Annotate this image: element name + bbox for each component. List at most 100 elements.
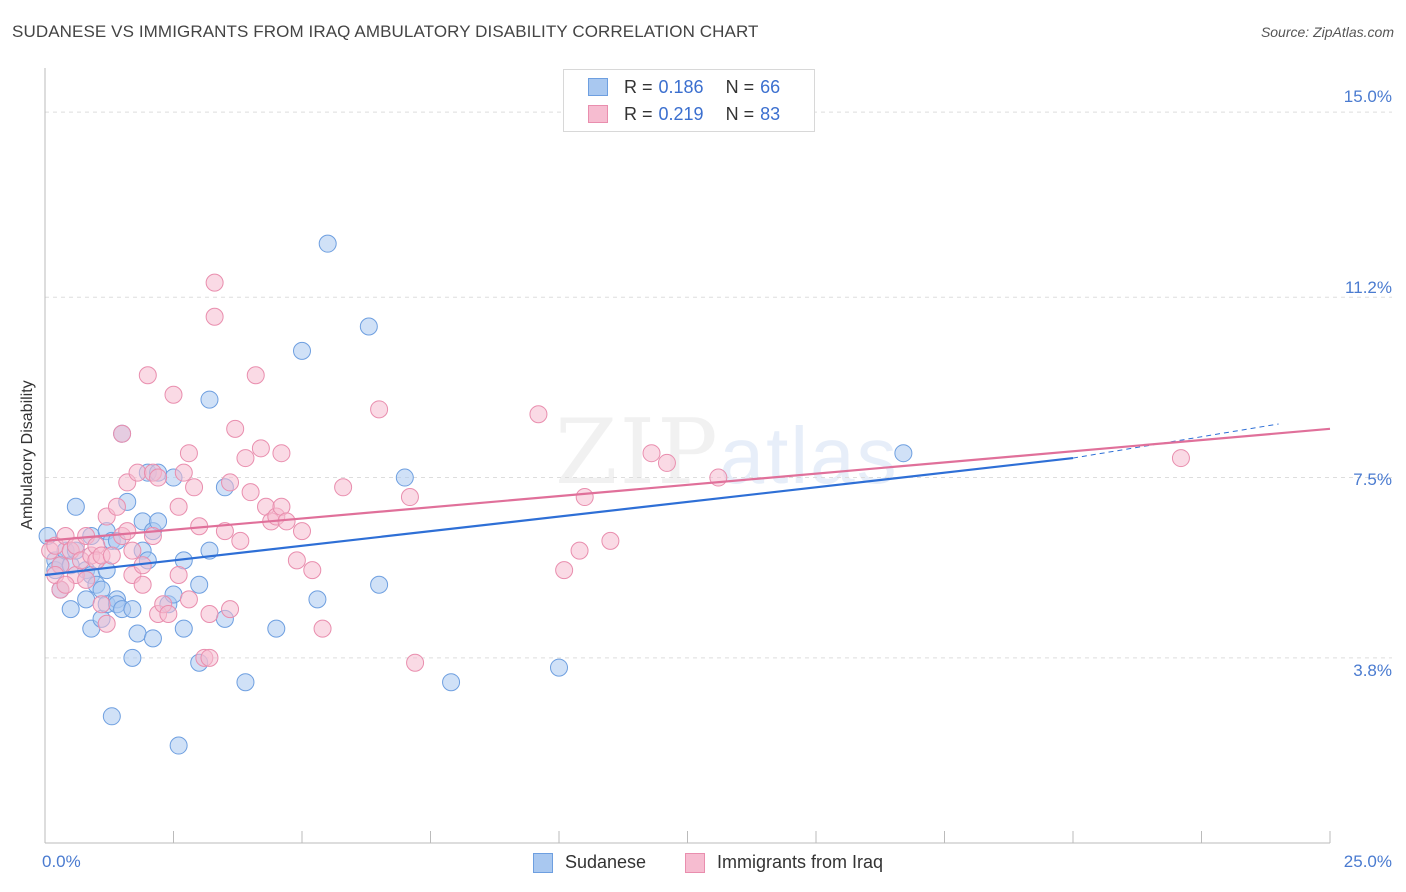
iraq-point	[179, 590, 198, 609]
iraq-point	[205, 273, 224, 292]
legend-n-label: N =	[725, 103, 755, 124]
iraq-trend-line	[44, 427, 1331, 542]
iraq-point	[657, 453, 676, 472]
iraq-point	[221, 473, 240, 492]
iraq-point	[92, 595, 111, 614]
sudanese-point	[894, 444, 913, 463]
iraq-point	[205, 307, 224, 326]
iraq-point	[113, 424, 132, 443]
legend-item-sudanese[interactable]: Sudanese	[533, 852, 646, 873]
iraq-point	[149, 468, 168, 487]
sudanese-point	[442, 673, 461, 692]
chart-title: SUDANESE VS IMMIGRANTS FROM IRAQ AMBULAT…	[12, 22, 759, 41]
iraq-point	[570, 541, 589, 560]
iraq-point	[334, 478, 353, 497]
iraq-point	[107, 497, 126, 516]
iraq-point	[185, 478, 204, 497]
legend-r-value: 0.186	[658, 76, 704, 97]
x-tick-label: 25.0%	[1343, 852, 1392, 871]
iraq-point	[601, 531, 620, 550]
y-tick-label: 3.8%	[1353, 661, 1392, 680]
sudanese-point	[293, 341, 311, 360]
y-axis-label: Ambulatory Disability	[19, 380, 36, 530]
y-tick-label: 11.2%	[1345, 278, 1392, 297]
sudanese-point	[318, 234, 337, 253]
sudanese-point	[66, 497, 85, 516]
sudanese-point	[61, 600, 80, 619]
sudanese-point	[190, 575, 209, 594]
iraq-point	[123, 541, 142, 560]
sudanese-point	[359, 317, 378, 336]
legend-label: Immigrants from Iraq	[717, 852, 884, 872]
iraq-point	[138, 366, 157, 385]
legend-r-label: R =	[624, 103, 653, 124]
iraq-point	[370, 400, 389, 419]
iraq-point	[174, 463, 193, 482]
legend-n-label: N =	[725, 76, 755, 97]
legend-n-value: 66	[760, 76, 781, 97]
iraq-point	[77, 570, 96, 589]
iraq-swatch	[685, 852, 705, 873]
sudanese-point	[169, 736, 188, 755]
iraq-swatch	[588, 105, 608, 123]
y-tick-label: 15.0%	[1343, 87, 1392, 106]
iraq-point	[97, 614, 116, 633]
sudanese-point	[128, 624, 147, 643]
watermark: ZIPatlas	[555, 400, 899, 505]
iraq-point	[159, 604, 178, 623]
iraq-point	[287, 551, 306, 570]
legend-row-iraq: R = 0.219 N = 83	[588, 102, 780, 126]
sudanese-point	[236, 673, 255, 692]
legend-row-sudanese: R = 0.186 N = 66	[588, 75, 780, 99]
sudanese-point	[267, 619, 286, 638]
iraq-point	[303, 561, 322, 580]
sudanese-point	[395, 468, 414, 487]
legend-label: Sudanese	[565, 852, 647, 872]
iraq-point	[1171, 449, 1190, 468]
sudanese-swatch	[588, 78, 608, 96]
sudanese-point	[102, 707, 121, 726]
iraq-point	[246, 366, 265, 385]
iraq-point	[200, 604, 219, 623]
sudanese-point	[370, 575, 389, 594]
iraq-point	[400, 488, 419, 507]
iraq-point	[200, 648, 219, 667]
iraq-point	[102, 546, 121, 565]
iraq-point	[313, 619, 332, 638]
sudanese-point	[200, 390, 219, 409]
iraq-point	[118, 522, 137, 541]
iraq-point	[133, 575, 152, 594]
legend-r-value: 0.219	[658, 103, 704, 124]
iraq-point	[231, 531, 250, 550]
sudanese-trend-line	[44, 456, 1074, 577]
sudanese-point	[143, 629, 162, 648]
sudanese-point	[308, 590, 327, 609]
iraq-point	[179, 444, 198, 463]
iraq-point	[221, 600, 240, 619]
sudanese-point	[174, 619, 193, 638]
iraq-point	[169, 497, 188, 516]
iraq-point	[529, 405, 548, 424]
iraq-point	[169, 566, 188, 585]
iraq-point	[226, 419, 245, 438]
legend-r-label: R =	[624, 76, 653, 97]
iraq-point	[128, 463, 147, 482]
iraq-point	[241, 483, 260, 502]
iraq-point	[215, 522, 234, 541]
iraq-point	[164, 385, 183, 404]
sudanese-swatch	[533, 852, 553, 873]
source-label: Source: ZipAtlas.com	[1260, 24, 1394, 40]
legend-n-value: 83	[760, 103, 781, 124]
sudanese-point	[123, 600, 142, 619]
sudanese-trend-extension	[1072, 423, 1279, 459]
iraq-point	[575, 488, 594, 507]
series-legend: Sudanese Immigrants from Iraq	[0, 852, 1406, 876]
legend-item-iraq[interactable]: Immigrants from Iraq	[685, 852, 883, 873]
iraq-point	[56, 575, 75, 594]
correlation-legend: R = 0.186 N = 66 R = 0.219 N = 83	[563, 69, 815, 132]
iraq-point	[555, 561, 574, 580]
iraq-point	[406, 653, 425, 672]
iraq-point	[272, 444, 291, 463]
iraq-point	[642, 444, 661, 463]
y-tick-label: 7.5%	[1353, 470, 1392, 489]
